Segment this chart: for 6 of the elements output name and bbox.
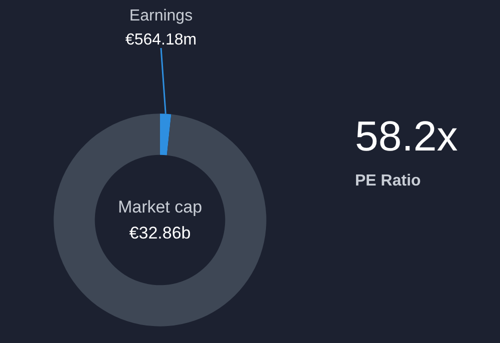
text: 58.2x <box>355 112 458 160</box>
text: PE Ratio <box>355 172 422 190</box>
data-label: €564.18m <box>125 32 197 48</box>
slice-label: Earnings <box>129 8 193 24</box>
data-label: €32.86b <box>129 224 191 242</box>
slice-label: Market cap <box>118 198 202 216</box>
